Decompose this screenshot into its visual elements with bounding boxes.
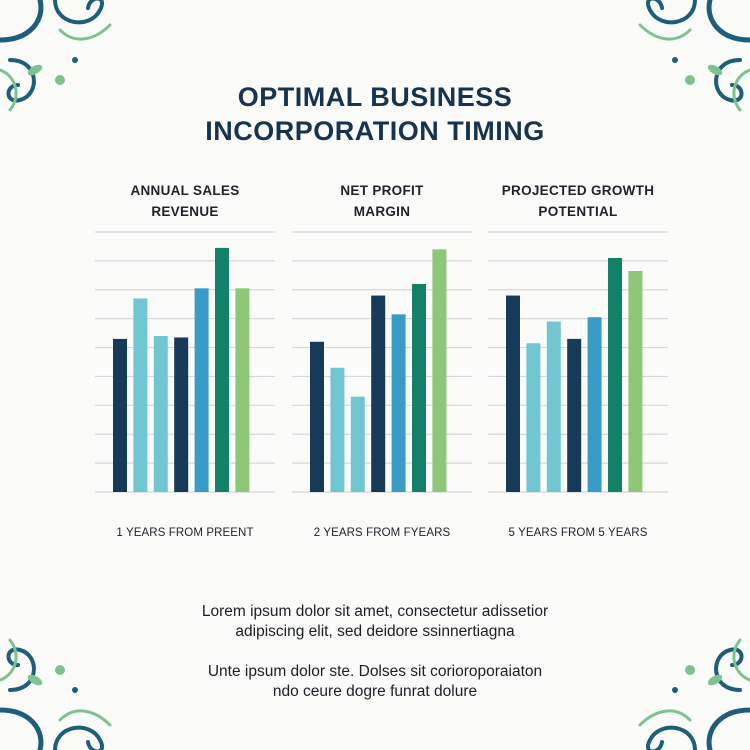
bar (330, 367, 345, 492)
bar-plot (488, 231, 668, 493)
swirl-flourish-icon (638, 638, 750, 750)
chart-net-profit-margin: NET PROFIT MARGIN 2 YEARS FROM FYEARS (292, 180, 472, 550)
bar (587, 317, 602, 492)
swirl-flourish-icon (638, 0, 750, 112)
chart-title: ANNUAL SALES REVENUE (75, 180, 295, 222)
bar (506, 295, 520, 492)
bar-plot (95, 231, 275, 493)
bar (194, 288, 209, 492)
bar (310, 341, 324, 492)
swirl-flourish-icon (0, 0, 112, 112)
paragraph-line: adipiscing elit, sed deidore ssinnertiag… (235, 623, 515, 640)
bar (113, 338, 127, 492)
x-axis-label: 2 YEARS FROM FYEARS (313, 527, 451, 539)
bar (215, 247, 229, 492)
chart-title: PROJECTED GROWTH POTENTIAL (468, 180, 688, 222)
bar (235, 288, 250, 492)
paragraph: Lorem ipsum dolor sit amet, consectetur … (0, 602, 750, 642)
paragraph-line: Lorem ipsum dolor sit amet, consectetur … (201, 603, 549, 620)
bar (412, 284, 426, 492)
chart-title-line-1: NET PROFIT (340, 183, 424, 198)
chart-annual-sales-revenue: ANNUAL SALES REVENUE 1 YEARS FROM PREENT (95, 180, 275, 550)
bar (153, 336, 168, 492)
x-axis-label: 5 YEARS FROM 5 YEARS (508, 527, 648, 539)
paragraph-line: Unte ipsum dolor ste. Dolses sit corioro… (207, 663, 543, 680)
bar (174, 337, 189, 492)
page-title: OPTIMAL BUSINESS INCORPORATION TIMING (0, 80, 750, 148)
bar-plot (292, 231, 472, 493)
bar (391, 314, 406, 492)
paragraph-line: ndo ceure dogre funrat dolure (272, 683, 478, 700)
chart-title-line-2: REVENUE (151, 204, 219, 219)
chart-title-line-1: ANNUAL SALES (130, 183, 240, 198)
x-axis-label: 1 YEARS FROM PREENT (116, 527, 254, 539)
swirl-flourish-icon (0, 638, 112, 750)
paragraph: Unte ipsum dolor ste. Dolses sit corioro… (0, 662, 750, 702)
page-title-line-1: OPTIMAL BUSINESS (237, 82, 513, 112)
bar (133, 298, 148, 492)
bar (608, 258, 622, 492)
bar (432, 249, 447, 492)
bar (546, 321, 561, 492)
chart-projected-growth-potential: PROJECTED GROWTH POTENTIAL 5 YEARS FROM … (488, 180, 668, 550)
chart-title-line-2: MARGIN (353, 204, 411, 219)
bar (350, 396, 365, 492)
bar (371, 295, 386, 492)
bar (567, 338, 582, 492)
bar (628, 271, 643, 492)
page-title-line-2: INCORPORATION TIMING (205, 116, 545, 146)
chart-title-line-1: PROJECTED GROWTH (501, 183, 655, 198)
chart-title: NET PROFIT MARGIN (272, 180, 492, 222)
chart-title-line-2: POTENTIAL (538, 204, 618, 219)
bar (526, 343, 541, 492)
